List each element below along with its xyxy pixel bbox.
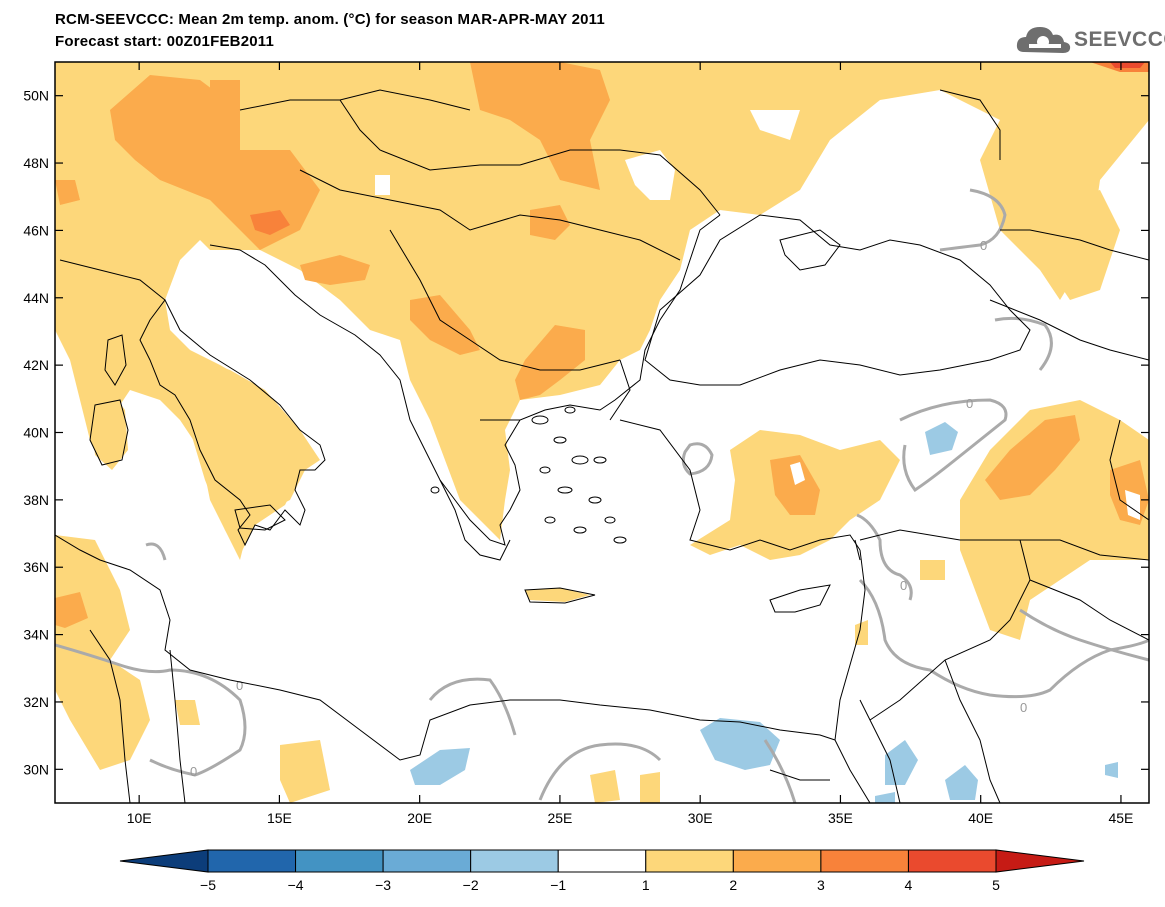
anomaly-region-bulgaria [515,325,585,400]
anomaly-blob-3 [590,770,620,803]
colorbar-swatch [557,849,647,873]
anomaly-region-poland [470,62,610,190]
coastlines-and-borders [55,89,1149,803]
anomaly-region-crete [525,588,590,602]
colorbar-swatch [207,849,297,873]
map-field: 0 0 0 0 0 0 [55,62,1149,803]
anomaly-hole-1 [625,150,675,200]
longitude-axis: 10E 15E 20E 25E 30E 35E 40E 45E [127,62,1133,826]
anomaly-region-serbia [410,295,480,355]
colorbar-label: −3 [375,877,391,893]
anomaly-blob-5 [855,620,868,645]
colorbar-swatch [470,849,559,873]
anomaly-hole-2 [375,175,390,195]
lat-tick-label: 42N [23,357,49,373]
contour-label: 0 [980,238,987,253]
colorbar-label: −1 [550,877,566,893]
lat-tick-label: 36N [23,559,49,575]
anomaly-negative-iraq [1105,762,1118,778]
anomaly-negative-libya [410,748,470,785]
anomaly-region-morocco [55,592,88,628]
anomaly-region-ne-hot [1110,62,1145,68]
anomaly-region-slovenia [250,210,290,235]
colorbar-extend-low [119,849,209,873]
lon-tick-label: 30E [688,810,713,826]
lon-tick-label: 25E [547,810,572,826]
anomaly-blob-4 [640,772,660,803]
anomaly-region-bosnia [300,255,370,285]
anomaly-negative-saudi [945,765,978,800]
lat-tick-label: 44N [23,290,49,306]
colorbar-swatch [382,849,472,873]
colorbar-label: −2 [463,877,479,893]
colorbar-label: 1 [642,877,650,893]
colorbar-label: −5 [200,877,216,893]
latitude-axis: 50N 48N 46N 44N 42N 40N 38N 36N 34N 32N 30N [23,88,1149,777]
lat-tick-label: 32N [23,694,49,710]
colorbar-label: 4 [905,877,913,893]
anomaly-region-italy [165,330,315,555]
lon-tick-label: 40E [968,810,993,826]
anomaly-negative-red-sea [875,792,895,803]
lon-tick-label: 45E [1108,810,1133,826]
lat-tick-label: 46N [23,222,49,238]
anomaly-blob-6 [920,560,945,580]
anomaly-blob-2 [280,740,330,803]
anomaly-hole-4 [1125,490,1140,520]
contour-label: 0 [900,578,907,593]
lon-tick-label: 35E [828,810,853,826]
anomaly-region-east-turkey-high [985,415,1080,500]
aegean-islands [430,406,627,544]
forecast-start-subtitle: Forecast start: 00Z01FEB2011 [55,33,275,50]
colorbar-swatch [295,849,384,873]
anomaly-region-germany-small [55,180,80,205]
anomaly-region-east-strip [1050,190,1120,300]
anomaly-negative-nile-delta [700,718,780,770]
anomaly-hole-3 [790,462,805,485]
colorbar-label: −4 [288,877,304,893]
lat-tick-label: 38N [23,492,49,508]
lon-tick-label: 15E [267,810,292,826]
anomaly-region-europe [55,62,1149,560]
colorbar-swatch [732,849,822,873]
contour-label: 0 [190,764,197,779]
colorbar-swatch [820,849,909,873]
anomaly-hole-5 [750,110,800,140]
cloud-icon [1016,27,1071,53]
logo-text: SEEVCCC [1074,28,1165,51]
contour-label: 0 [236,678,243,693]
colorbar-swatch [645,849,734,873]
seevccc-logo: SEEVCCC [1016,20,1165,60]
colorbar-label: 2 [729,877,737,893]
anomaly-region-hungary [210,80,240,110]
anomaly-region-sardinia [90,390,128,470]
lon-tick-label: 10E [127,810,152,826]
lat-tick-label: 50N [23,88,49,104]
anomaly-blob-1 [175,700,200,725]
lat-tick-label: 40N [23,425,49,441]
anomaly-region-romania [530,205,570,240]
colorbar-label: 3 [817,877,825,893]
anomaly-region-alps [110,75,320,250]
contour-label: 0 [1020,700,1027,715]
lat-tick-label: 30N [23,761,49,777]
colorbar-swatch [907,849,997,873]
colorbar-extend-high [995,849,1085,873]
chart-title: RCM-SEEVCCC: Mean 2m temp. anom. (°C) fo… [55,11,605,28]
anomaly-negative-turkey [925,422,958,455]
contour-label: 0 [966,396,973,411]
zero-contours [55,188,1149,803]
colorbar-label: 5 [992,877,1000,893]
lat-tick-label: 34N [23,627,49,643]
colorbar: −5 −4 −3 −2 −1 1 2 3 4 5 [119,849,1085,893]
lat-tick-label: 48N [23,155,49,171]
lon-tick-label: 20E [407,810,432,826]
